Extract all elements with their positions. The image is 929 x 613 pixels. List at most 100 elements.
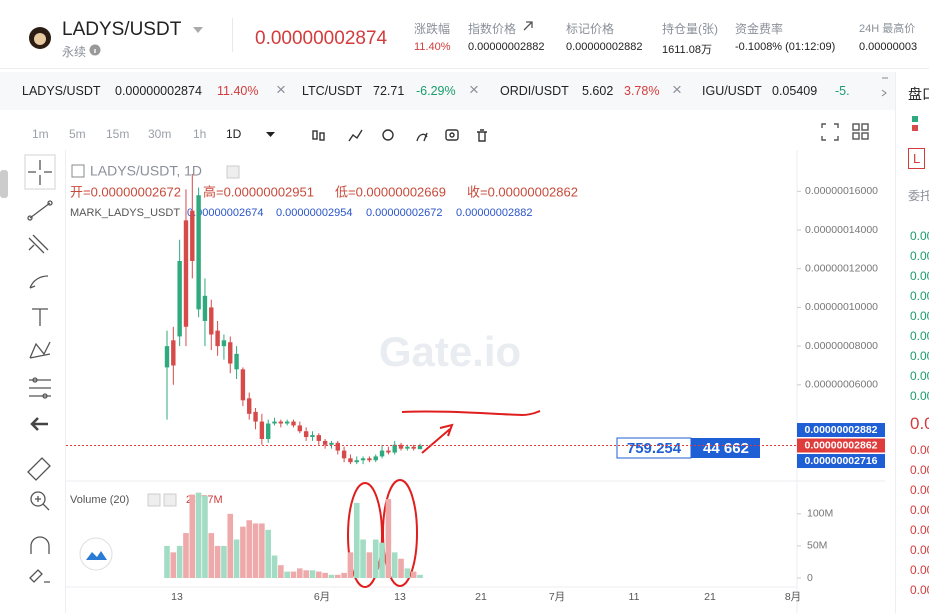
candle-body <box>417 445 423 450</box>
timeframe[interactable]: 1m <box>32 127 49 141</box>
orderbook-row: 0.0 <box>910 414 929 433</box>
tab-close[interactable]: × <box>469 80 479 99</box>
tab-close[interactable]: × <box>672 80 682 99</box>
y-tick-label: 0.00000014000 <box>805 224 878 236</box>
stat-label: 资金费率 <box>735 22 784 36</box>
mark-legend-value: 0.00000002674 <box>187 207 263 219</box>
mode-icon[interactable] <box>912 116 918 122</box>
stat-label: 涨跌幅 <box>414 22 451 36</box>
candle-body <box>367 458 372 461</box>
y-tick-label: 0.00000010000 <box>805 301 878 313</box>
settings-icon[interactable] <box>147 493 161 507</box>
annotation-circle <box>382 479 418 587</box>
candle-body <box>202 295 208 321</box>
candle-body <box>221 340 227 347</box>
timeframe[interactable]: 5m <box>69 127 86 141</box>
candle <box>202 278 208 347</box>
tab-change: 3.78% <box>624 84 660 98</box>
volume-bar <box>221 545 227 578</box>
price-tag <box>797 423 885 438</box>
header <box>0 0 929 69</box>
orderbook-row: 0.00 <box>910 289 929 303</box>
tab-symbol[interactable]: IGU/USDT <box>702 84 762 98</box>
ohlc-legend: 开=0.00000002672 <box>70 184 181 199</box>
candle <box>373 454 378 463</box>
timeframe[interactable]: 1D <box>226 127 242 141</box>
chart-thumb-icon <box>86 551 107 560</box>
mark-legend-value: 0.00000002954 <box>276 207 352 219</box>
tab-close[interactable]: × <box>276 80 286 99</box>
divider <box>232 18 233 52</box>
volume-bar <box>379 542 385 578</box>
timeframe[interactable]: 15m <box>106 127 130 141</box>
candle <box>171 326 176 385</box>
volume-bar <box>183 533 189 578</box>
orderbook-row: 0.00 <box>910 389 929 403</box>
volume-bar <box>322 572 328 578</box>
candle <box>297 421 303 434</box>
candle <box>411 444 416 451</box>
timeframe[interactable]: 30m <box>148 127 172 141</box>
volume-bar <box>360 539 366 578</box>
watermark: Gate.io <box>379 328 521 375</box>
volume-bar <box>252 523 259 578</box>
volume-bar <box>278 565 284 578</box>
orderbook-row: 0.00 <box>910 563 929 577</box>
dropdown[interactable] <box>192 26 204 34</box>
info-icon[interactable] <box>89 44 101 56</box>
volume-bar <box>227 513 234 578</box>
collapse-icon[interactable] <box>71 164 85 178</box>
contract-type: 永续 <box>62 45 87 59</box>
candle-body <box>398 444 404 449</box>
candle-body <box>373 456 378 461</box>
volume-bar <box>214 545 221 578</box>
stat-label[interactable]: 指数价格 <box>468 22 517 36</box>
stat-value: 0.00000002882 <box>566 41 643 53</box>
candle-body <box>164 346 170 368</box>
chart-toolbar[interactable] <box>265 128 505 144</box>
x-tick-label: 13 <box>394 591 406 603</box>
close-icon[interactable] <box>163 493 177 507</box>
volume-bar <box>271 555 278 578</box>
candle <box>303 427 309 441</box>
candle <box>379 444 385 459</box>
tab-scroll[interactable] <box>860 72 895 110</box>
candle-body <box>360 458 366 461</box>
candle-body <box>278 421 284 424</box>
candle <box>354 456 359 465</box>
candle <box>284 419 290 426</box>
candle <box>221 334 227 360</box>
volume-bar <box>341 572 347 578</box>
button[interactable]: L <box>908 148 926 169</box>
candle <box>348 454 353 465</box>
x-tick-label: 21 <box>475 591 487 603</box>
candle <box>164 330 170 420</box>
candle <box>234 346 239 380</box>
timeframe[interactable]: 1h <box>193 127 207 141</box>
tab-symbol[interactable]: LTC/USDT <box>302 84 363 98</box>
y-tick-label: 0.00000016000 <box>805 185 878 197</box>
volume-bar <box>202 495 208 578</box>
candle <box>253 408 258 430</box>
mode-icon[interactable] <box>912 125 918 131</box>
candle <box>335 440 340 455</box>
candle <box>386 446 391 455</box>
volume-bar <box>398 558 404 578</box>
drawing-tools[interactable] <box>0 150 65 613</box>
candle-body <box>196 195 201 310</box>
tab-symbol[interactable]: LADYS/USDT <box>22 84 101 98</box>
candle <box>316 433 321 445</box>
chart-thumb[interactable] <box>79 537 113 571</box>
layout-icons[interactable] <box>820 122 872 142</box>
y-tick-label: 0.00000006000 <box>805 379 878 391</box>
link-icon[interactable] <box>522 20 534 32</box>
tab-symbol[interactable]: ORDI/USDT <box>500 84 569 98</box>
volume-bar <box>290 571 297 578</box>
last-price: 0.00000002874 <box>255 28 388 49</box>
symbol[interactable]: LADYS/USDT <box>62 19 182 40</box>
candle <box>367 456 372 463</box>
stat-value: -0.1008% (01:12:09) <box>735 41 836 53</box>
settings-icon[interactable] <box>226 165 240 179</box>
stat-label: 标记价格 <box>566 22 615 36</box>
candle-body <box>171 340 176 366</box>
